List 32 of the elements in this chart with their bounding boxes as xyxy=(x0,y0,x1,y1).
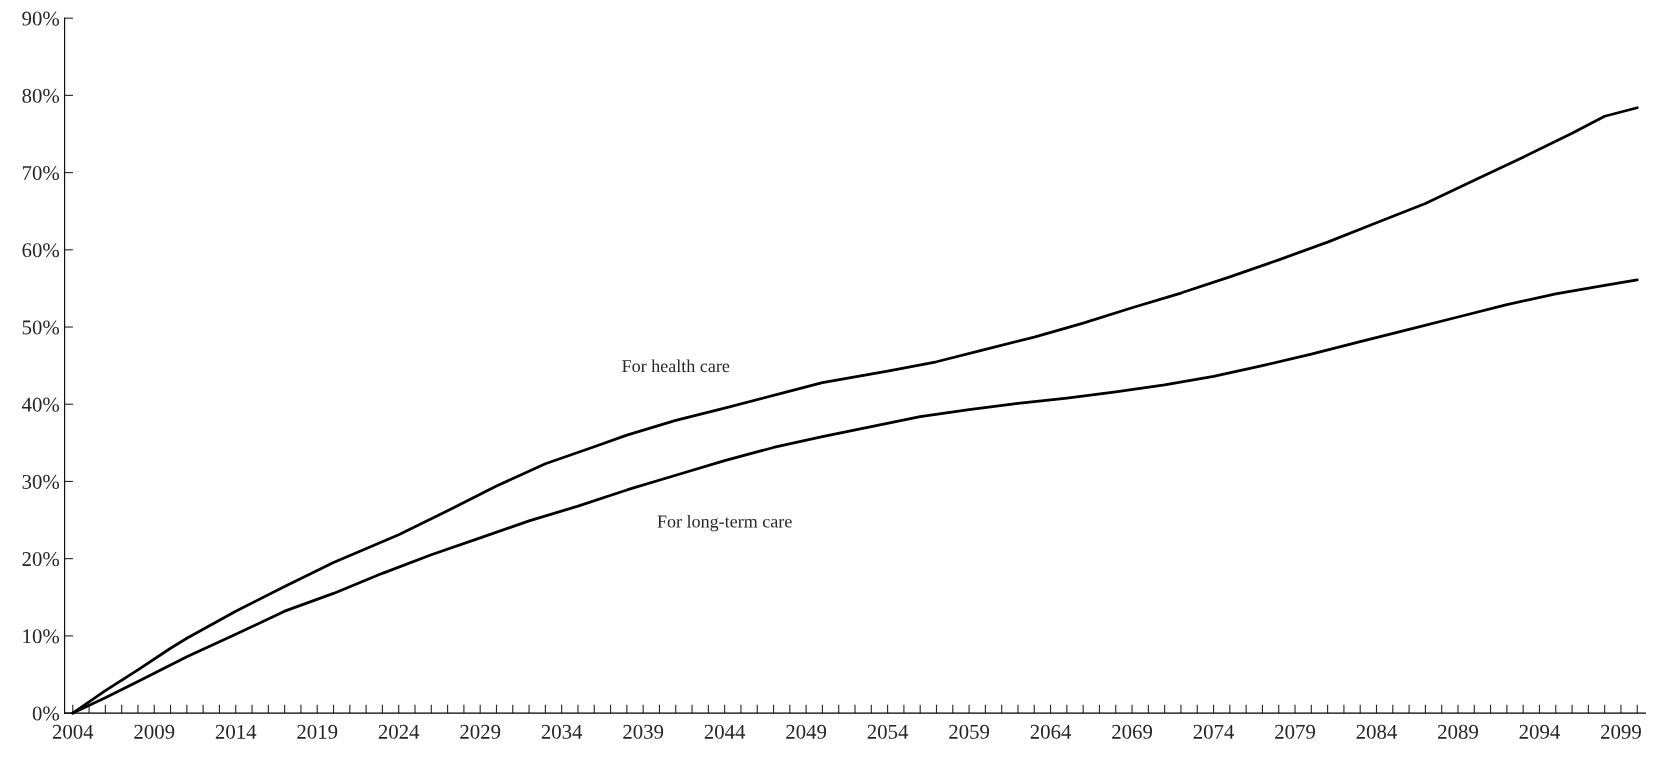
x-tick-label: 2044 xyxy=(704,724,746,739)
x-tick-label: 2054 xyxy=(867,724,909,739)
x-tick-label: 2079 xyxy=(1275,724,1315,739)
x-tick-label: 2014 xyxy=(215,724,257,739)
y-tick-label: 30% xyxy=(22,474,60,489)
x-tick-label: 2024 xyxy=(378,724,420,739)
x-tick-label: 2084 xyxy=(1356,724,1398,739)
y-tick-label: 60% xyxy=(22,243,60,258)
x-tick-label: 2099 xyxy=(1601,724,1641,739)
x-tick-label: 2059 xyxy=(949,724,990,739)
x-tick-label: 2064 xyxy=(1030,724,1072,739)
y-tick-label: 20% xyxy=(22,552,60,567)
series-label: For health care xyxy=(622,359,730,373)
x-tick-label: 2039 xyxy=(623,724,664,739)
x-tick-label: 2034 xyxy=(541,724,583,739)
x-tick-label: 2074 xyxy=(1193,724,1235,739)
y-tick-label: 70% xyxy=(22,165,60,181)
y-tick-label: 40% xyxy=(21,397,60,412)
x-tick-label: 2029 xyxy=(460,724,501,739)
y-tick-label: 80% xyxy=(22,88,60,103)
y-tick-label: 10% xyxy=(23,629,60,644)
y-tick-label: 90% xyxy=(22,11,60,26)
x-tick-label: 2004 xyxy=(52,724,94,739)
y-tick-label: 0% xyxy=(32,706,60,721)
series-label: For long-term care xyxy=(657,514,792,532)
x-tick-label: 2049 xyxy=(786,724,827,739)
x-tick-label: 2069 xyxy=(1112,724,1153,739)
x-tick-label: 2089 xyxy=(1438,724,1478,739)
y-tick-label: 50% xyxy=(22,320,60,335)
x-tick-label: 2009 xyxy=(134,724,175,739)
x-tick-label: 2094 xyxy=(1519,724,1560,739)
x-tick-label: 2019 xyxy=(297,724,338,739)
